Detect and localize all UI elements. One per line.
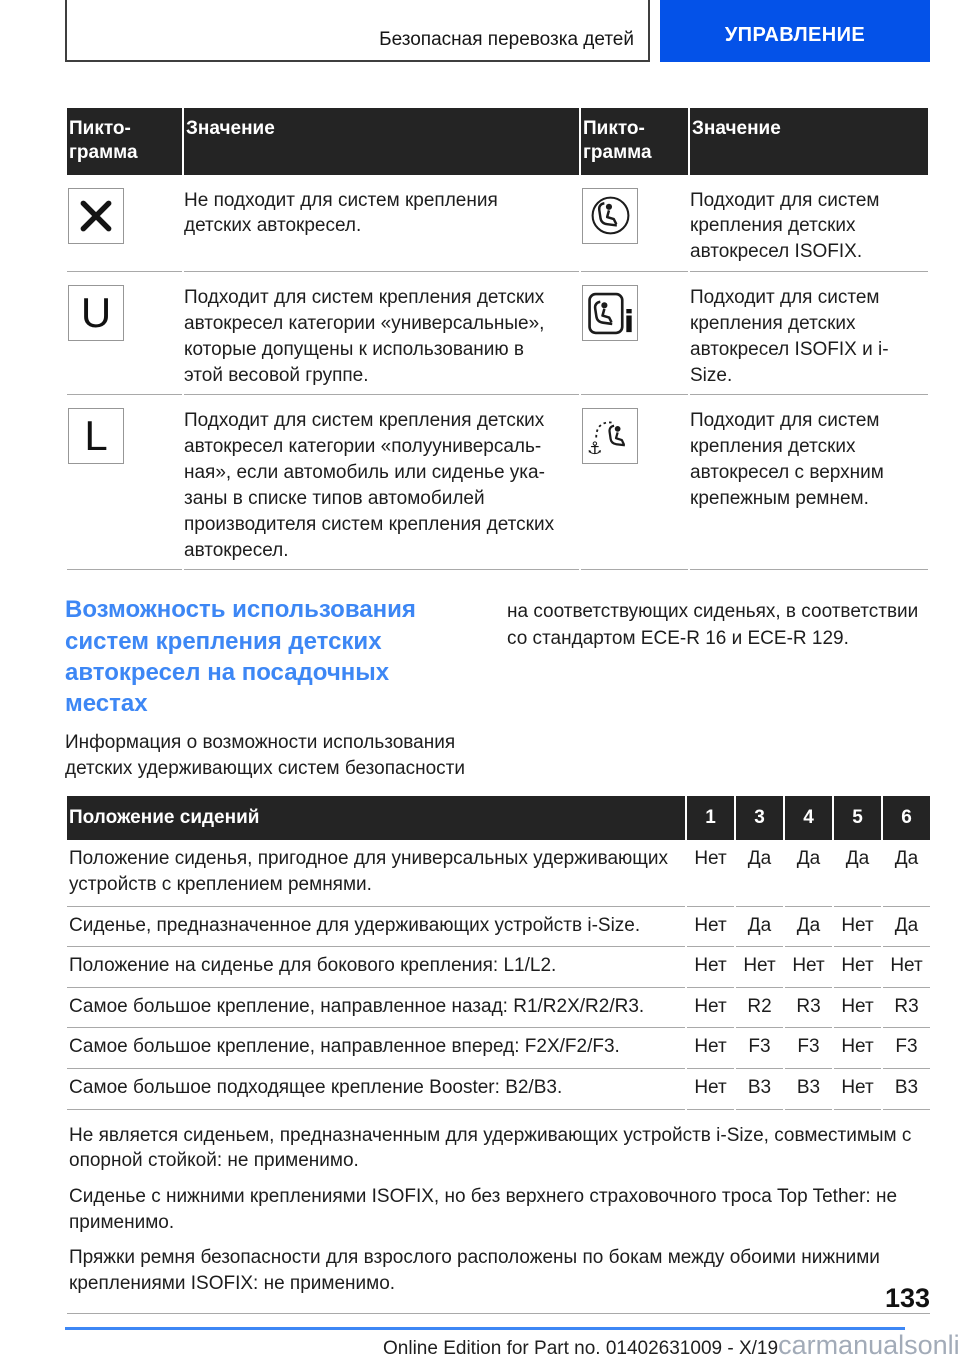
row-label: Сиденье, предназначенное для удерживающи… <box>67 907 685 948</box>
pictogram-table: Пикто-грамма Значение Пикто-грамма Значе… <box>65 108 930 571</box>
section-title: Возможность использования систем креплен… <box>65 596 416 717</box>
semiuniversal-letter-icon: L <box>68 408 124 465</box>
col-header-seat-4: 4 <box>785 795 832 841</box>
table-row: Положение сиденья, пригодное для универс… <box>67 840 930 907</box>
isize-seat-icon: i <box>582 285 638 342</box>
meaning-text: Подходит для систем крепления детских ав… <box>184 272 579 396</box>
pictogram-table-header: Пикто-грамма Значение Пикто-грамма Значе… <box>67 108 928 175</box>
col-header-seat-6: 6 <box>883 795 930 841</box>
intro-paragraph-right: на соответствующих сиденьях, в соответст… <box>507 601 919 649</box>
table-row: U Подходит для систем крепления детских … <box>67 272 928 396</box>
meaning-text: Подходит для систем кре­пления детских а… <box>690 175 928 273</box>
row-label: Положение на сиденье для бокового крепле… <box>67 947 685 988</box>
seat-position-table: Положение сидений 1 3 4 5 6 Положение си… <box>65 795 932 1314</box>
col-header-pictogram-2: Пикто-грамма <box>581 108 688 175</box>
row-label: Самое большое подходящее крепление Boost… <box>67 1069 685 1110</box>
col-header-meaning-2: Значение <box>690 108 928 175</box>
footnote: Сиденье с нижними креплениями ISOFIX, но… <box>69 1185 898 1233</box>
meaning-text: Подходит для систем кре­пления детских а… <box>690 395 928 571</box>
meaning-text: Подходит для систем крепления детских ав… <box>184 395 579 571</box>
x-cross-icon <box>68 187 124 244</box>
footer-divider <box>65 1327 905 1330</box>
intro-paragraph-left: Информация о возможности использования д… <box>65 732 465 780</box>
row-label: Самое большое крепление, направленное вп… <box>67 1028 685 1070</box>
breadcrumb: Безопасная перевозка детей <box>379 29 634 50</box>
table-row: Самое большое крепление, направленное вп… <box>67 1028 930 1070</box>
section-intro: Возможность использования систем креплен… <box>65 594 930 782</box>
col-header-seat-1: 1 <box>687 795 734 841</box>
table-row: Не подходит для систем крепления детских… <box>67 175 928 273</box>
col-header-seat-3: 3 <box>736 795 783 841</box>
top-tether-anchor-icon: ⚓ <box>582 408 638 465</box>
table-row: L Подходит для систем крепления детских … <box>67 395 928 571</box>
watermark: carmanualsonline.info <box>778 1330 960 1360</box>
col-header-meaning-1: Значение <box>184 108 579 175</box>
footnote: Не является сиденьем, предназначенным дл… <box>69 1124 912 1172</box>
meaning-text: Подходит для систем кре­пления детских а… <box>690 272 928 396</box>
table-row: Самое большое подходящее крепление Boost… <box>67 1069 930 1110</box>
isize-letter: i <box>623 305 633 337</box>
anchor-icon: ⚓ <box>587 439 603 458</box>
table-row: Самое большое крепление, направленное на… <box>67 988 930 1029</box>
universal-letter-icon: U <box>68 285 124 342</box>
seat-table-header: Положение сидений 1 3 4 5 6 <box>67 795 930 841</box>
row-label: Положение сиденья, пригодное для универс… <box>67 840 685 907</box>
meaning-text: Не подходит для систем крепления детских… <box>184 175 579 273</box>
seat-table-title: Положение сидений <box>67 795 685 841</box>
table-row: Положение на сиденье для бокового крепле… <box>67 947 930 988</box>
footnote: Пряжки ремня безопасности для взрослого … <box>69 1247 880 1294</box>
table-footnotes: Не является сиденьем, предназначенным дл… <box>67 1110 930 1314</box>
table-row: Сиденье, предназначенное для удерживающи… <box>67 907 930 948</box>
breadcrumb-box: Безопасная перевозка детей <box>65 0 650 62</box>
manual-page: Безопасная перевозка детей УПРАВЛЕНИЕ Пи… <box>65 0 930 1314</box>
page-number: 133 <box>884 1283 930 1313</box>
row-label: Самое большое крепление, направленное на… <box>67 988 685 1029</box>
section-badge: УПРАВЛЕНИЕ <box>660 0 930 62</box>
page-header: Безопасная перевозка детей УПРАВЛЕНИЕ <box>65 0 930 62</box>
col-header-seat-5: 5 <box>834 795 881 841</box>
isofix-seat-circle-icon <box>582 187 638 244</box>
col-header-pictogram-1: Пикто-грамма <box>67 108 182 175</box>
edition-note: Online Edition for Part no. 01402631009 … <box>383 1338 779 1359</box>
